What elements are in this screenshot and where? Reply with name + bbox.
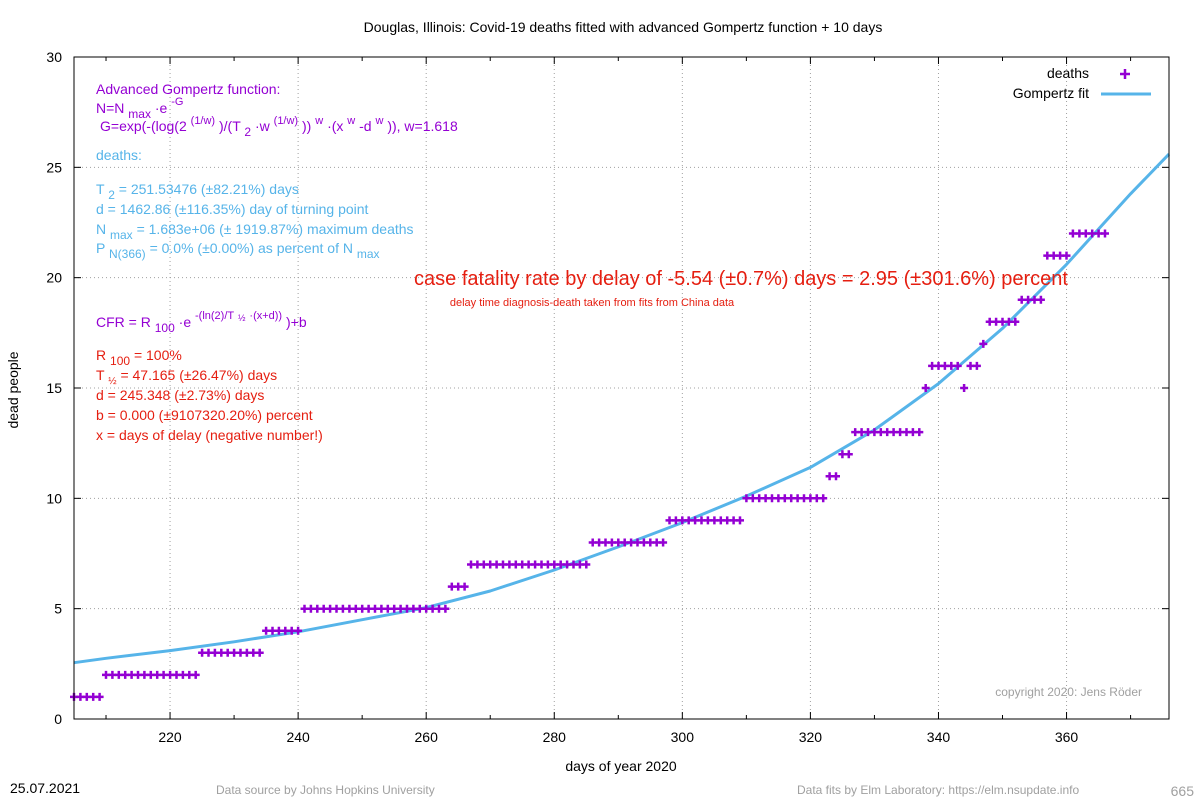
x-tick-label: 220 <box>158 729 182 745</box>
formula-block: Advanced Gompertz function: N=N max ·e -… <box>96 81 458 139</box>
deaths-series <box>70 229 1109 701</box>
grid <box>74 57 1169 719</box>
chart-title: Douglas, Illinois: Covid-19 deaths fitte… <box>364 19 883 35</box>
param-t2: T 2 = 251.53476 (±82.21%) days <box>96 181 299 202</box>
x-tick-label: 360 <box>1055 729 1079 745</box>
param-nmax: N max = 1.683e+06 (± 1919.87%) maximum d… <box>96 221 414 242</box>
legend-marker-deaths <box>1120 69 1130 79</box>
param-d2: d = 245.348 (±2.73%) days <box>96 387 264 403</box>
death-point <box>1101 229 1109 238</box>
death-point <box>1036 295 1045 304</box>
death-point <box>921 384 930 392</box>
death-point <box>953 361 962 370</box>
death-point <box>294 626 303 635</box>
param-b: b = 0.000 (±9107320.20%) percent <box>96 407 313 423</box>
y-axis-label: dead people <box>5 351 21 428</box>
legend: deaths Gompertz fit <box>1013 65 1151 101</box>
x-tick-label: 300 <box>671 729 695 745</box>
y-tick-label: 25 <box>46 159 62 175</box>
death-point <box>1062 251 1071 260</box>
param-d: d = 1462.86 (±116.35%) day of turning po… <box>96 201 369 217</box>
formula-g: G=exp(-(log(2 (1/w) )/(T 2 ·w (1/w) )) w… <box>100 111 458 139</box>
death-point <box>819 494 828 503</box>
x-tick-label: 260 <box>415 729 439 745</box>
cfr-formula: CFR = R 100 ·e -(ln(2)/T ½ ·(x+d)) )+b <box>96 306 307 335</box>
death-point <box>832 472 840 481</box>
x-tick-label: 240 <box>286 729 310 745</box>
death-point <box>979 339 988 348</box>
y-tick-label: 10 <box>46 490 62 506</box>
legend-label-fit: Gompertz fit <box>1013 85 1089 101</box>
x-tick-label: 280 <box>543 729 567 745</box>
death-point <box>972 361 981 370</box>
death-point <box>582 560 591 569</box>
cfr-parameters: R 100 = 100% T ½ = 47.165 (±26.47%) days… <box>96 347 323 443</box>
y-tick-label: 20 <box>46 270 62 286</box>
param-p: P N(366) = 0.0% (±0.00%) as percent of N… <box>96 240 380 261</box>
plot-frame <box>73 56 1170 720</box>
y-tick-label: 15 <box>46 380 62 396</box>
death-point <box>915 428 924 437</box>
death-point <box>95 692 104 701</box>
copyright: copyright 2020: Jens Röder <box>995 685 1142 699</box>
footer-source: Data source by Johns Hopkins University <box>216 783 435 797</box>
x-tick-label: 340 <box>927 729 951 745</box>
death-point <box>844 450 853 459</box>
deaths-parameters: deaths: T 2 = 251.53476 (±82.21%) days d… <box>96 147 414 261</box>
death-point <box>1011 317 1020 326</box>
footer-date: 25.07.2021 <box>10 780 80 796</box>
y-tick-label: 30 <box>46 49 62 65</box>
gompertz-fit-line <box>73 153 1171 665</box>
x-tick-label: 320 <box>799 729 823 745</box>
death-point <box>191 670 200 679</box>
y-tick-label: 5 <box>54 601 62 617</box>
death-point <box>659 538 668 547</box>
death-point <box>441 604 450 613</box>
param-thalf: T ½ = 47.165 (±26.47%) days <box>96 367 277 387</box>
death-point <box>736 516 744 525</box>
param-r100: R 100 = 100% <box>96 347 182 368</box>
footer-fits: Data fits by Elm Laboratory: https://elm… <box>797 783 1079 797</box>
param-x: x = days of delay (negative number!) <box>96 427 323 443</box>
cfr-subtitle: delay time diagnosis-death taken from fi… <box>450 297 735 309</box>
gompertz-fit-series <box>73 153 1171 665</box>
legend-label-deaths: deaths <box>1047 65 1089 81</box>
death-point <box>960 384 969 392</box>
death-point <box>255 648 264 657</box>
deaths-label: deaths: <box>96 147 142 163</box>
formula-n: N=N max ·e -G <box>96 96 183 121</box>
death-point <box>460 582 469 591</box>
y-tick-label: 0 <box>54 711 62 727</box>
formula-title: Advanced Gompertz function: <box>96 81 280 97</box>
footer-page-number: 665 <box>1171 783 1195 799</box>
x-axis-label: days of year 2020 <box>565 758 677 774</box>
cfr-headline: case fatality rate by delay of -5.54 (±0… <box>414 268 1068 290</box>
axis-ticks: 220 240 260 280 300 320 340 360 0 5 10 15 20 25 30 <box>46 49 1169 745</box>
